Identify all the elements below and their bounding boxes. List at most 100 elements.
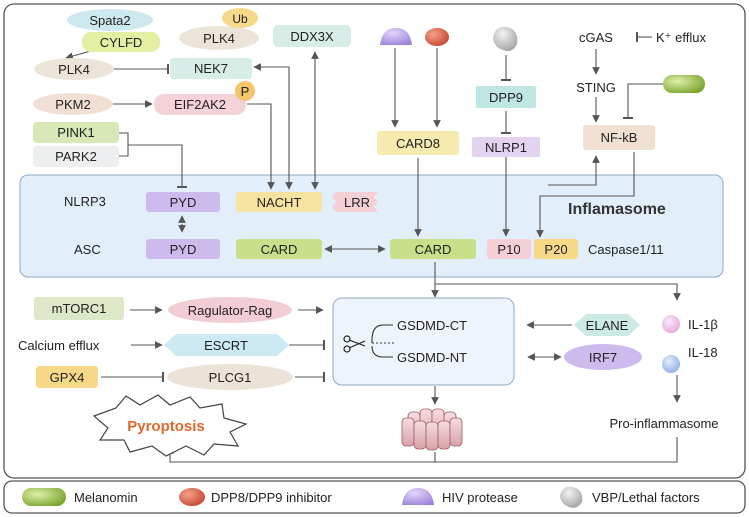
node-pyroptosis: Pyroptosis <box>127 418 205 435</box>
node-cylfd: CYLFD <box>82 32 160 52</box>
node-p-badge: P <box>235 81 255 101</box>
svg-text:IRF7: IRF7 <box>589 350 617 365</box>
svg-text:PLCG1: PLCG1 <box>209 370 252 385</box>
svg-text:mTORC1: mTORC1 <box>52 301 107 316</box>
node-pro-inflammasome: Pro-inflammasome <box>609 416 718 431</box>
node-calcium-efflux: Calcium efflux <box>18 338 100 353</box>
hiv-protease-shape-top <box>380 28 412 45</box>
node-gsdmd-ct: GSDMD-CT <box>397 318 467 333</box>
svg-text:Ragulator-Rag: Ragulator-Rag <box>188 303 273 318</box>
svg-text:PLK4: PLK4 <box>203 31 235 46</box>
dpp-inhibitor-shape-top <box>425 28 449 46</box>
svg-text:ELANE: ELANE <box>586 318 629 333</box>
svg-text:CYLFD: CYLFD <box>100 35 143 50</box>
svg-text:Melanomin: Melanomin <box>74 490 138 505</box>
edge-pink1-park2-pyd <box>119 132 182 187</box>
edge-nfkb-p20 <box>536 152 635 238</box>
svg-text:VBP/Lethal factors: VBP/Lethal factors <box>592 490 700 505</box>
legend-vbp: VBP/Lethal factors <box>560 486 700 508</box>
node-plk4: PLK4 <box>34 58 114 80</box>
node-dpp9: DPP9 <box>476 86 536 108</box>
node-card8: CARD8 <box>377 131 459 155</box>
node-p20: P20 <box>534 239 578 259</box>
svg-text:NEK7: NEK7 <box>194 61 228 76</box>
node-pink1: PINK1 <box>33 122 119 143</box>
svg-text:NACHT: NACHT <box>257 195 302 210</box>
svg-text:PARK2: PARK2 <box>55 149 97 164</box>
legend-dpp-inhibitor: DPP8/DPP9 inhibitor <box>179 488 332 506</box>
svg-text:PYD: PYD <box>170 242 197 257</box>
svg-text:NLRP1: NLRP1 <box>485 140 527 155</box>
node-ragulator: Ragulator-Rag <box>168 297 292 323</box>
edge-melanomin-nfkb <box>623 83 665 119</box>
svg-text:HIV protease: HIV protease <box>442 490 518 505</box>
node-nlrp1: NLRP1 <box>472 137 540 157</box>
label-nlrp3: NLRP3 <box>64 194 106 209</box>
svg-text:P10: P10 <box>497 242 520 257</box>
svg-text:PYD: PYD <box>170 195 197 210</box>
inflamasome-title: Inflamasome <box>568 201 666 218</box>
svg-text:PKM2: PKM2 <box>55 97 90 112</box>
node-gpx4: GPX4 <box>36 366 98 388</box>
svg-text:LRR: LRR <box>344 195 370 210</box>
node-eif2ak2: EIF2AK2 <box>154 94 246 115</box>
svg-text:EIF2AK2: EIF2AK2 <box>174 97 226 112</box>
node-plcg1: PLCG1 <box>167 364 293 390</box>
node-mtorc1: mTORC1 <box>34 297 124 320</box>
node-nacht: NACHT <box>236 192 322 212</box>
legend-hiv-protease: HIV protease <box>402 488 518 505</box>
node-card-caspase: CARD <box>390 239 476 259</box>
node-elane: ELANE <box>574 314 640 336</box>
node-cgas: cGAS <box>579 30 613 45</box>
node-irf7: IRF7 <box>564 344 642 370</box>
melanomin-shape-top <box>663 75 705 93</box>
scissors-icon <box>343 335 366 353</box>
edge-nek7-nacht <box>253 63 293 190</box>
svg-text:P20: P20 <box>544 242 567 257</box>
node-plk4-top: PLK4 <box>179 26 259 50</box>
node-nek7: NEK7 <box>170 58 252 79</box>
svg-text:NF-kB: NF-kB <box>601 130 638 145</box>
il18-dot-icon <box>662 355 680 373</box>
node-ub: Ub <box>222 8 258 28</box>
gsdmd-panel <box>332 297 515 386</box>
svg-text:ESCRT: ESCRT <box>204 338 248 353</box>
node-lrr: LRR <box>332 192 378 212</box>
node-pkm2: PKM2 <box>33 93 113 115</box>
svg-text:DPP9: DPP9 <box>489 90 523 105</box>
node-ddx3x: DDX3X <box>273 25 351 47</box>
svg-text:Ub: Ub <box>232 12 248 26</box>
vbp-shape-top <box>493 26 518 52</box>
svg-text:P: P <box>241 84 250 99</box>
svg-text:DPP8/DPP9 inhibitor: DPP8/DPP9 inhibitor <box>211 490 332 505</box>
node-il18: IL-18 <box>688 345 718 360</box>
node-k-efflux: K⁺ efflux <box>656 30 706 45</box>
node-p10: P10 <box>487 239 531 259</box>
node-gsdmd-nt: GSDMD-NT <box>397 350 467 365</box>
svg-text:DDX3X: DDX3X <box>290 29 334 44</box>
inflammasome-panel <box>19 174 724 278</box>
svg-text:PINK1: PINK1 <box>57 125 95 140</box>
svg-text:CARD8: CARD8 <box>396 136 440 151</box>
node-pyd-asc: PYD <box>146 239 220 259</box>
node-escrt: ESCRT <box>164 334 289 356</box>
label-asc: ASC <box>74 242 101 257</box>
node-park2: PARK2 <box>33 146 119 167</box>
node-pyd-nlrp3: PYD <box>146 192 220 212</box>
edge-inflammasome-nfkb <box>548 155 600 186</box>
svg-text:Spata2: Spata2 <box>89 13 130 28</box>
edge-caspase-il <box>435 283 681 301</box>
pyroptosis-burst: Pyroptosis <box>92 394 248 457</box>
legend-melanomin: Melanomin <box>22 488 138 506</box>
gsdmd-pore-icon <box>401 408 463 451</box>
node-il1b: IL-1β <box>688 317 718 332</box>
il1b-dot-icon <box>662 315 680 333</box>
node-card-asc: CARD <box>236 239 322 259</box>
svg-text:CARD: CARD <box>261 242 298 257</box>
gsdmd-split-lines <box>371 324 394 358</box>
node-sting: STING <box>576 80 616 95</box>
svg-text:CARD: CARD <box>415 242 452 257</box>
svg-text:PLK4: PLK4 <box>58 62 90 77</box>
node-spata2: Spata2 <box>67 9 153 31</box>
